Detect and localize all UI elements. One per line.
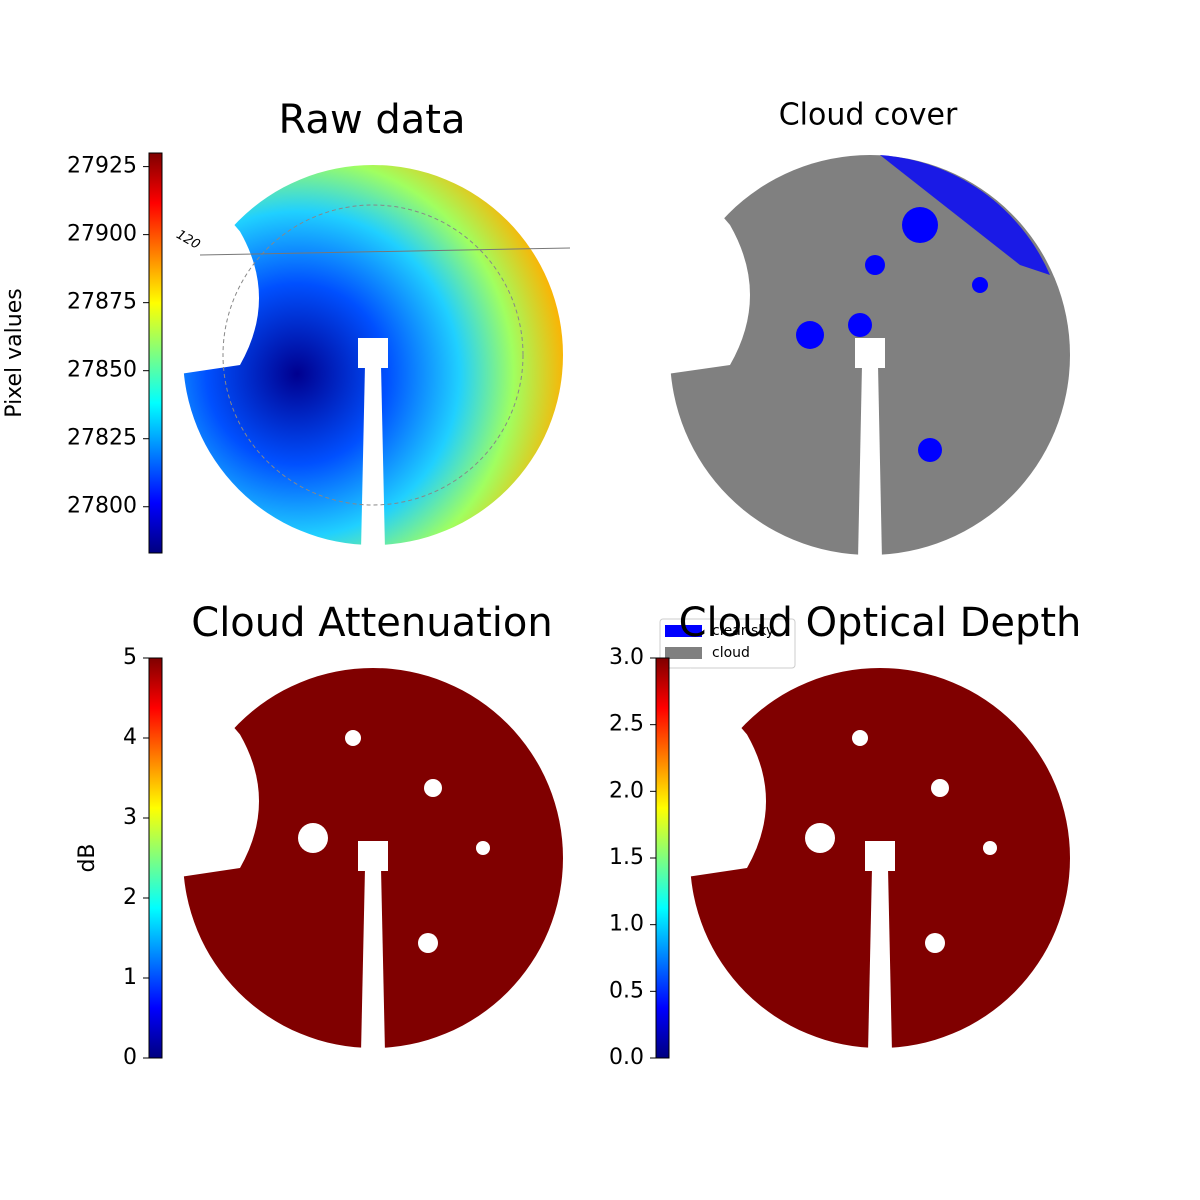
tick-label: 1.0: [609, 912, 644, 937]
mast-head: [358, 338, 388, 368]
legend-patch: [665, 625, 702, 637]
legend-patch: [665, 647, 702, 659]
tick-label: 27825: [67, 426, 137, 451]
clear-patch: [418, 933, 438, 953]
clear-patch: [848, 313, 872, 337]
clear-patch: [424, 779, 442, 797]
colorbar: [148, 657, 163, 1059]
panel-title: Raw data: [279, 97, 466, 143]
tick-label: 1: [123, 965, 137, 990]
tick-label: 2: [123, 885, 137, 910]
clear-patch: [852, 730, 868, 746]
clear-patch: [931, 779, 949, 797]
clear-patch: [983, 841, 997, 855]
legend: clear sky cloud: [659, 618, 796, 669]
tick-label: 5: [123, 645, 137, 670]
tick-label: 27875: [67, 290, 137, 315]
tick-label: 0.5: [609, 978, 644, 1003]
image-notch: [173, 668, 259, 878]
tick-label: 0: [123, 1045, 137, 1070]
mast-head: [855, 338, 885, 368]
tick-label: 27800: [67, 494, 137, 519]
clear-patch: [918, 438, 942, 462]
mast: [868, 868, 892, 1053]
polar-ring: [222, 204, 524, 506]
tick-label: 2.0: [609, 778, 644, 803]
panel-title: Cloud cover: [779, 98, 958, 133]
mast-head: [865, 841, 895, 871]
polar-spoke: [199, 247, 571, 256]
image-notch: [680, 668, 766, 878]
tick-label: 27925: [67, 154, 137, 179]
clear-patch: [865, 255, 885, 275]
clear-patch: [805, 823, 835, 853]
colorbar: [148, 152, 163, 554]
panel-title: Cloud Attenuation: [191, 600, 552, 646]
colorbar-label: dB: [75, 843, 100, 872]
panel-title: Cloud Optical Depth: [679, 600, 1082, 646]
clear-patch: [902, 207, 938, 243]
mast-head: [358, 841, 388, 871]
tick-label: 3: [123, 805, 137, 830]
tick-label: 0.0: [609, 1045, 644, 1070]
mast: [361, 868, 385, 1053]
clear-patch: [345, 730, 361, 746]
tick-label: 1.5: [609, 845, 644, 870]
clear-edge: [880, 155, 1050, 275]
legend-label: clear sky: [712, 623, 774, 639]
legend-label: cloud: [712, 645, 750, 661]
tick-label: 2.5: [609, 712, 644, 737]
image-notch: [173, 165, 259, 375]
mast: [361, 365, 385, 550]
clear-patch: [796, 321, 824, 349]
colorbar-label: Pixel values: [2, 288, 27, 417]
colorbar: [655, 657, 670, 1059]
clear-patch: [476, 841, 490, 855]
mast: [858, 365, 882, 560]
tick-label: 4: [123, 725, 137, 750]
clear-patch: [972, 277, 988, 293]
image-notch: [660, 155, 750, 375]
tick-label: 27900: [67, 222, 137, 247]
tick-label: 3.0: [609, 645, 644, 670]
clear-patch: [298, 823, 328, 853]
tick-label: 27850: [67, 358, 137, 383]
clear-patch: [925, 933, 945, 953]
